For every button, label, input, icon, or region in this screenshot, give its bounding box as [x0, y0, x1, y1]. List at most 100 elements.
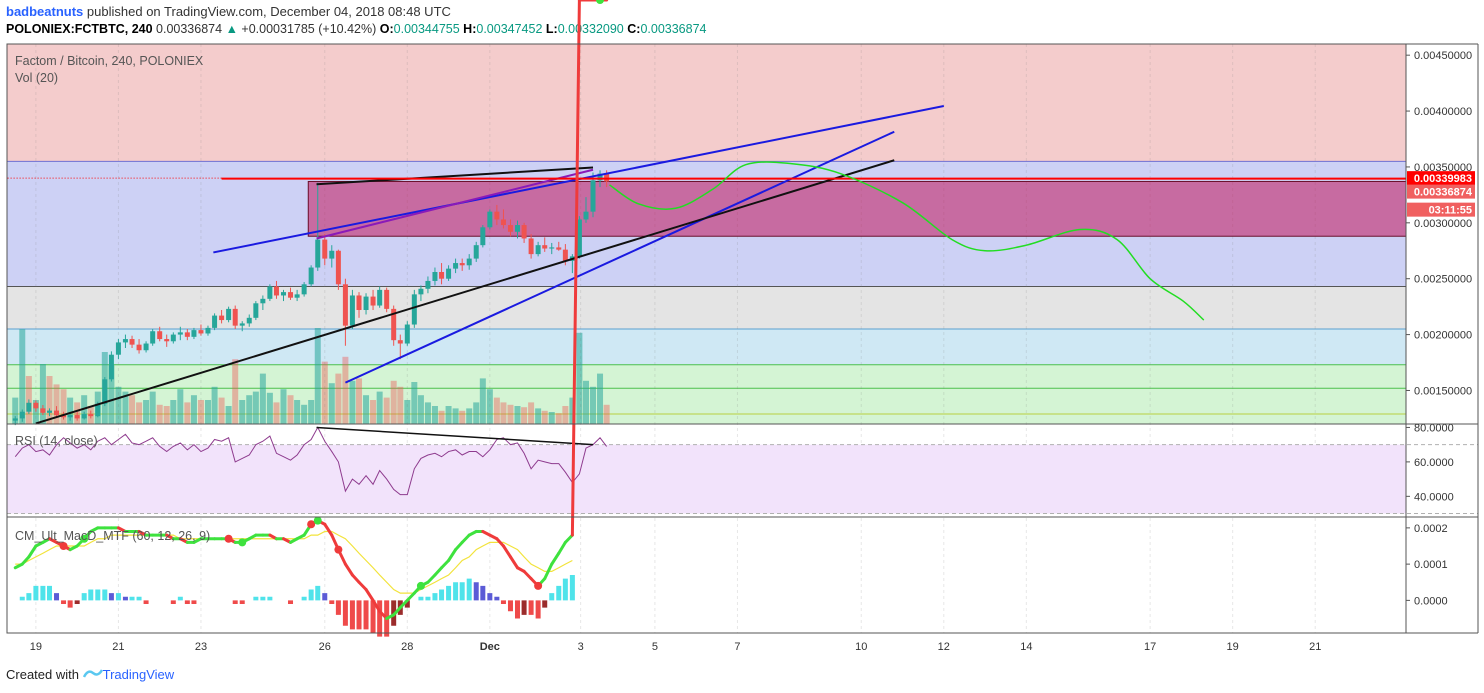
macd-histogram-bar	[67, 600, 73, 608]
volume-bar	[308, 400, 315, 424]
macd-histogram-bar	[549, 593, 555, 601]
volume-bar	[280, 389, 287, 424]
volume-bar	[431, 406, 438, 424]
time-tick-label: 10	[855, 641, 867, 653]
volume-bar	[493, 397, 500, 424]
price-tick-label: 0.00300000	[1414, 218, 1472, 230]
candle-down	[356, 295, 362, 310]
candle-up	[253, 303, 259, 318]
macd-histogram-bar	[562, 578, 568, 601]
change-arrow-icon: ▲	[225, 22, 238, 36]
volume-bar	[143, 400, 150, 424]
supply-zone-box	[307, 180, 1407, 237]
time-tick-label: 17	[1144, 641, 1156, 653]
volume-bar	[149, 391, 156, 424]
volume-bar	[582, 380, 589, 424]
volume-bar	[46, 376, 53, 424]
candle-down	[74, 415, 80, 419]
volume-bar	[507, 404, 514, 424]
macd-histogram-bar	[514, 600, 520, 619]
macd-line-segment	[343, 562, 354, 577]
volume-bar	[335, 373, 342, 424]
time-tick-label: 19	[1227, 641, 1239, 653]
price-tick-label: 0.00350000	[1414, 162, 1472, 174]
macd-histogram-bar	[40, 585, 46, 601]
macd-pane-title: CM_Ult_MacD_MTF (60, 12, 26, 9)	[15, 529, 210, 543]
candle-down	[40, 408, 46, 413]
candle-up	[260, 298, 266, 304]
rsi-tick-label: 80.0000	[1414, 422, 1454, 434]
volume-bar	[12, 397, 19, 424]
macd-cross-dot	[416, 581, 425, 590]
candle-down	[61, 415, 67, 418]
macd-histogram-bar	[418, 596, 424, 601]
macd-signal-line	[15, 530, 573, 594]
time-tick-label: 23	[195, 641, 207, 653]
author-name[interactable]: badbeatnuts	[6, 4, 84, 19]
volume-bar	[562, 406, 569, 424]
macd-histogram-bar	[528, 600, 534, 615]
volume-bar	[535, 408, 542, 424]
volume-bar	[390, 380, 397, 424]
volume-bar	[521, 407, 528, 424]
volume-bar	[370, 400, 377, 424]
macd-histogram-bar	[191, 600, 197, 604]
macd-histogram-bar	[446, 585, 452, 601]
candle-up	[329, 250, 335, 259]
candle-up	[267, 286, 273, 299]
macd-histogram-bar	[33, 585, 39, 601]
candle-up	[115, 342, 121, 355]
candle-up	[453, 263, 459, 269]
candle-up	[377, 289, 383, 306]
time-tick-label: 3	[578, 641, 584, 653]
candle-down	[335, 250, 341, 285]
volume-bar	[376, 391, 383, 424]
volume-bar	[287, 395, 294, 424]
volume-bar	[163, 406, 170, 424]
candle-down	[342, 284, 348, 326]
price-label-box	[1407, 171, 1475, 186]
macd-histogram-bar	[115, 593, 121, 601]
candle-down	[273, 286, 279, 296]
rsi-band-fill	[7, 444, 1406, 514]
candle-up	[150, 331, 156, 344]
macd-histogram-bar	[61, 600, 67, 604]
candle-up	[102, 379, 108, 404]
macd-histogram-bar	[507, 600, 513, 612]
macd-histogram-bar	[143, 600, 149, 604]
volume-bar	[528, 402, 535, 424]
macd-histogram-bar	[88, 589, 94, 601]
created-with-label: Created with	[6, 667, 79, 682]
macd-histogram-bar	[342, 600, 348, 626]
macd-histogram-bar	[184, 600, 190, 604]
rsi-divergence-line	[316, 426, 594, 446]
macd-line-segment	[20, 555, 31, 566]
price-label-box	[1407, 202, 1475, 217]
candle-down	[459, 263, 465, 266]
open-label: O:	[379, 22, 394, 36]
candle-up	[170, 334, 176, 342]
volume-bar	[569, 397, 576, 424]
macd-histogram-bar	[363, 600, 369, 630]
candle-up	[473, 245, 479, 259]
time-tick-label: 19	[30, 641, 42, 653]
candle-down	[542, 245, 548, 249]
footer: Created with TradingView	[6, 667, 174, 682]
macd-histogram-bar	[480, 585, 486, 601]
macd-histogram-bar	[329, 600, 335, 604]
macd-histogram-bar	[356, 600, 362, 630]
candle-up	[108, 354, 114, 380]
candle-down	[439, 272, 445, 279]
macd-line-segment	[570, 0, 581, 537]
low-label: L:	[545, 22, 558, 36]
volume-bar	[32, 400, 39, 424]
tradingview-link[interactable]: TradingView	[102, 667, 175, 682]
macd-histogram-bar	[322, 593, 328, 601]
macd-line-segment	[433, 566, 444, 577]
time-tick-label: 14	[1020, 641, 1032, 653]
candle-up	[583, 211, 589, 220]
volume-bar	[349, 380, 356, 424]
volume-bar	[136, 402, 143, 424]
macd-cross-dot	[80, 534, 89, 543]
